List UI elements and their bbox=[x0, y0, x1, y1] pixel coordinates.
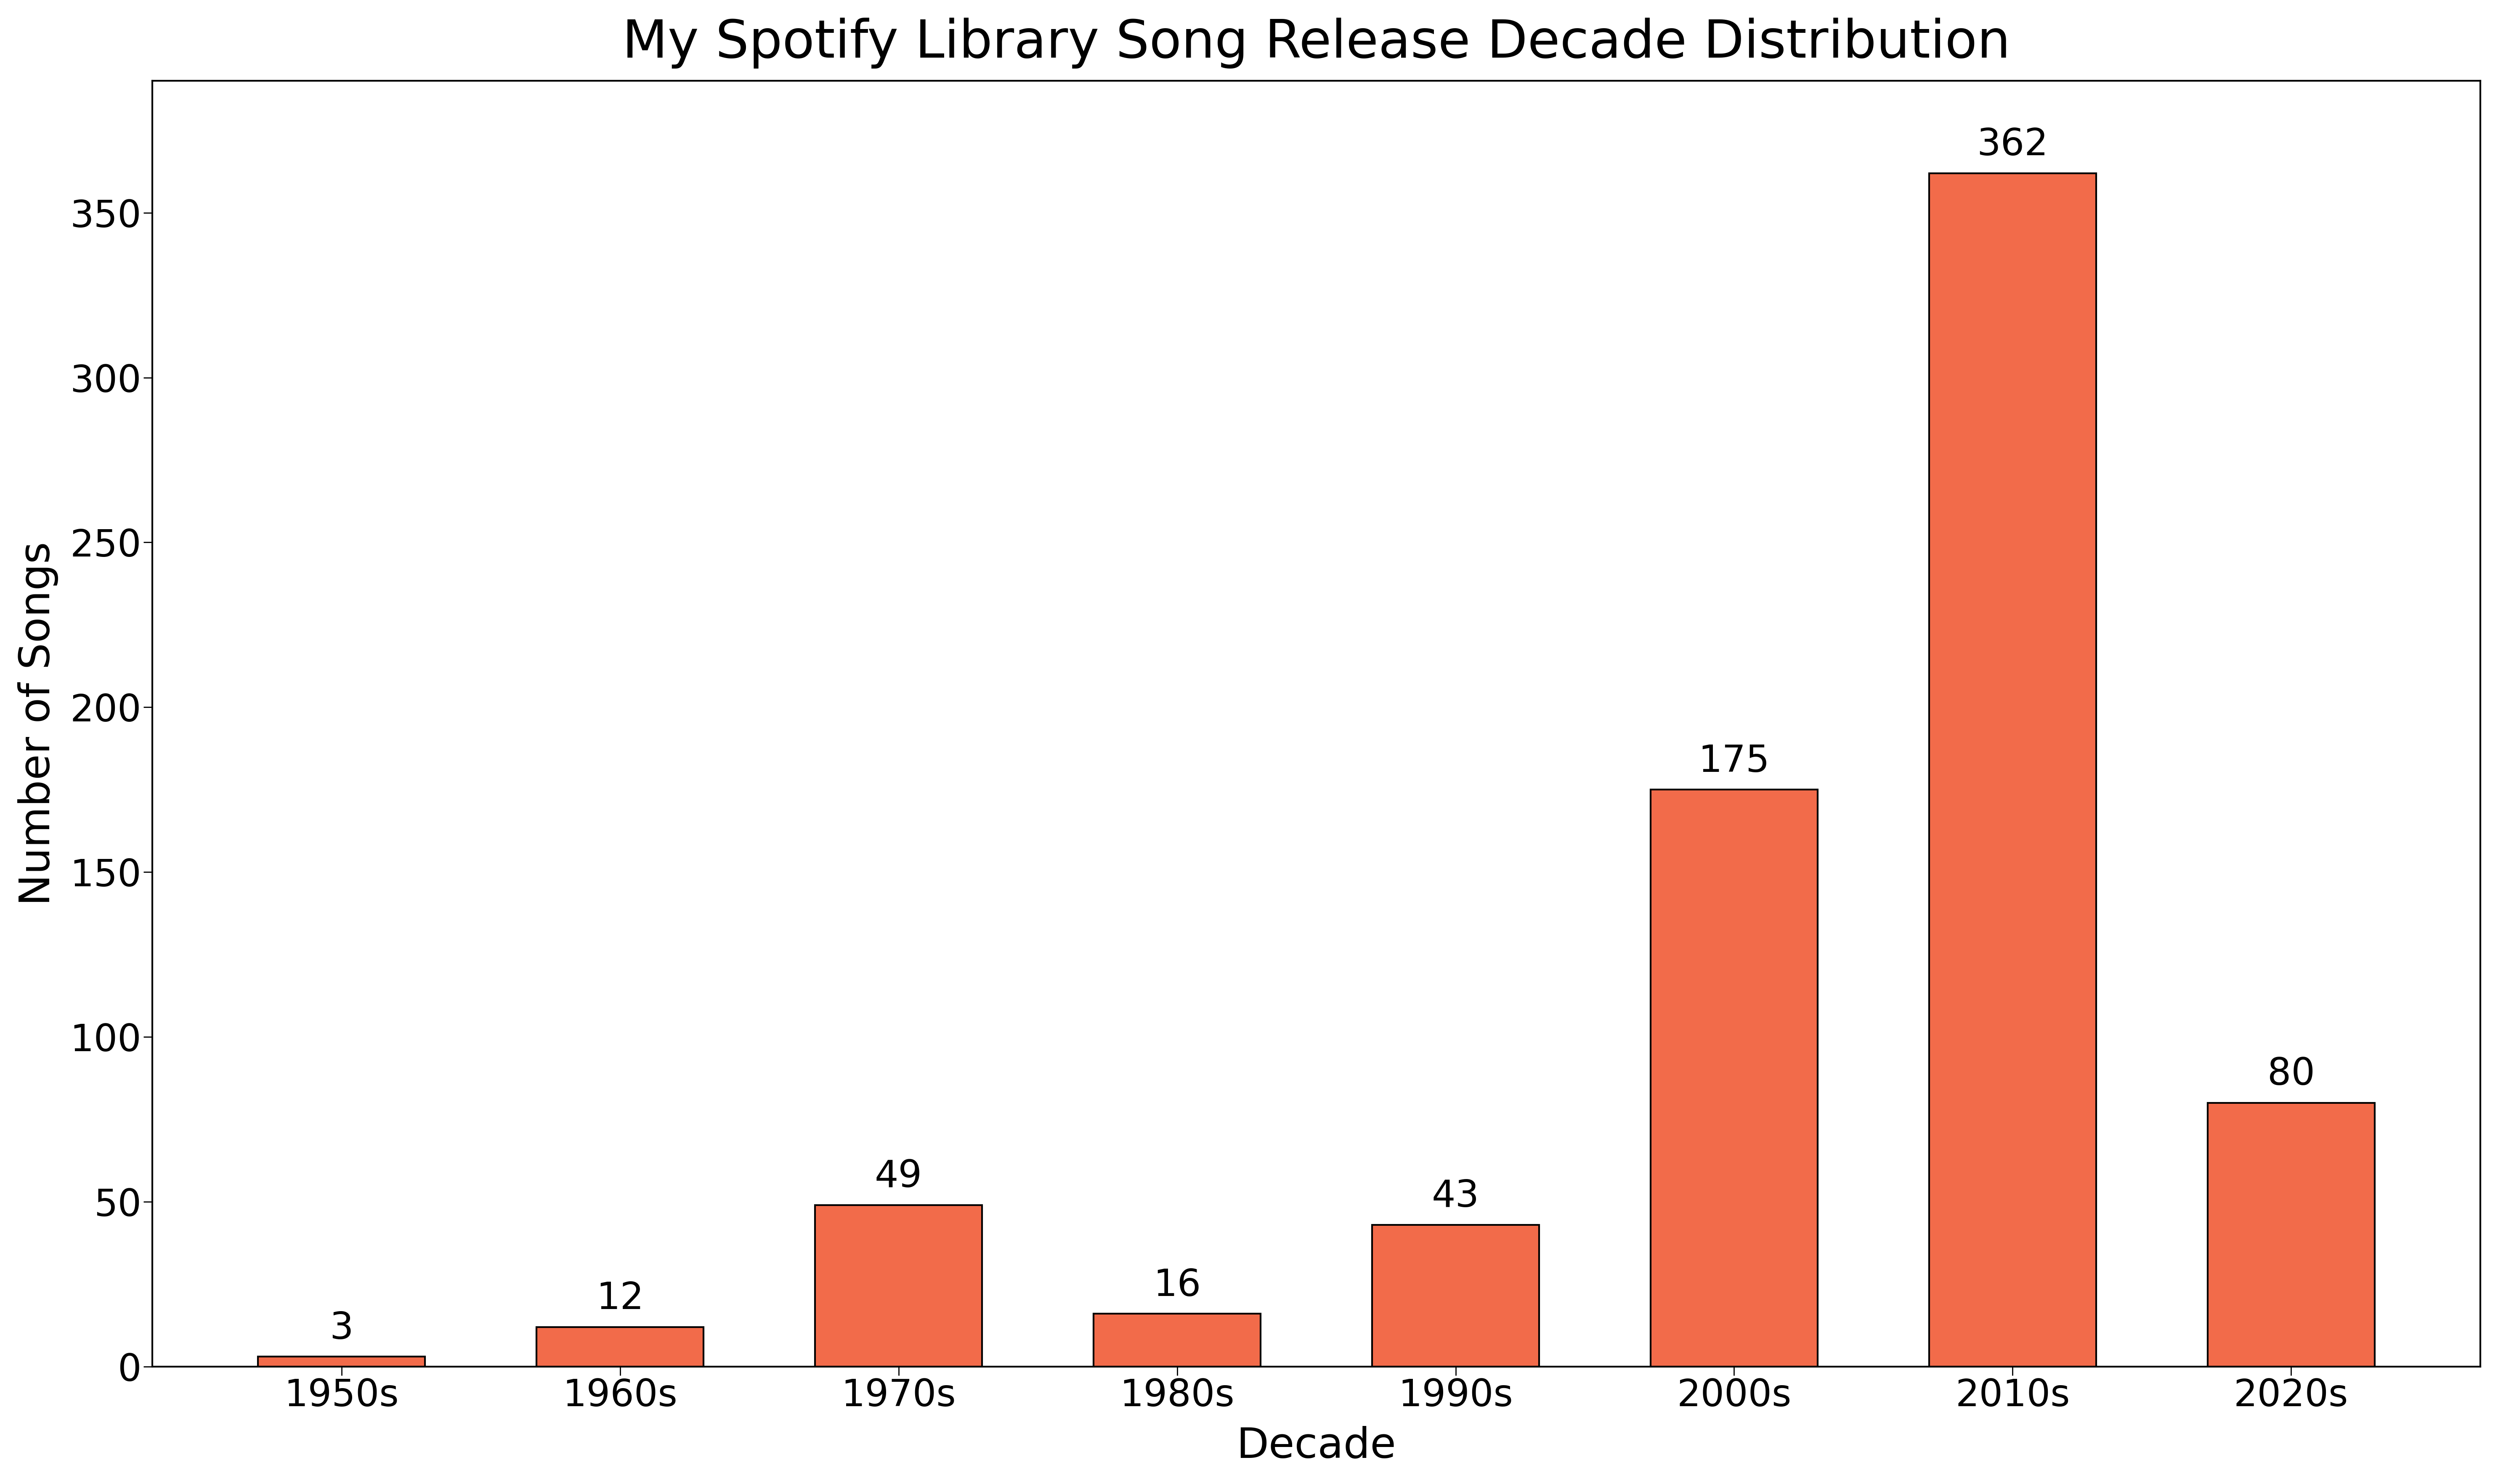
Text: 362: 362 bbox=[1976, 126, 2048, 163]
Bar bbox=[814, 1205, 982, 1367]
Y-axis label: Number of Songs: Number of Songs bbox=[17, 542, 57, 905]
Text: 49: 49 bbox=[874, 1159, 922, 1195]
Bar bbox=[1371, 1224, 1539, 1367]
Bar bbox=[1651, 789, 1819, 1367]
Text: 12: 12 bbox=[597, 1281, 644, 1318]
Bar bbox=[2208, 1103, 2376, 1367]
Bar bbox=[1094, 1313, 1261, 1367]
Bar bbox=[257, 1356, 425, 1367]
X-axis label: Decade: Decade bbox=[1237, 1426, 1396, 1466]
Title: My Spotify Library Song Release Decade Distribution: My Spotify Library Song Release Decade D… bbox=[622, 18, 2011, 68]
Text: 175: 175 bbox=[1699, 743, 1769, 779]
Text: 80: 80 bbox=[2268, 1057, 2316, 1092]
Bar bbox=[537, 1327, 704, 1367]
Bar bbox=[1928, 174, 2096, 1367]
Text: 43: 43 bbox=[1431, 1178, 1479, 1215]
Text: 3: 3 bbox=[330, 1310, 355, 1347]
Text: 16: 16 bbox=[1154, 1267, 1202, 1304]
